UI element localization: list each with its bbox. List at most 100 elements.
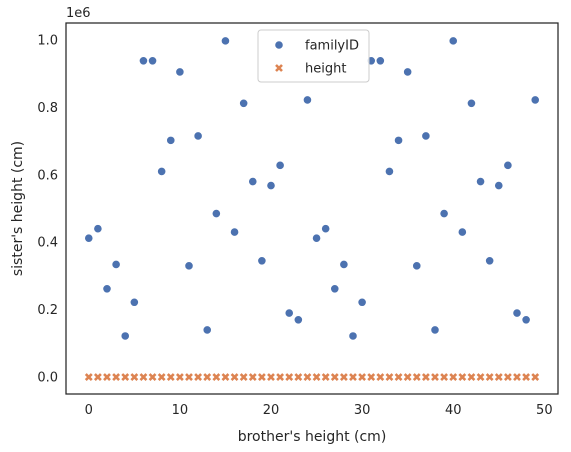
data-point	[185, 373, 193, 381]
data-point	[403, 373, 412, 381]
data-point	[211, 208, 221, 219]
legend-label: familyID	[305, 39, 359, 54]
x-tick-label: 40	[445, 403, 462, 418]
data-point	[239, 373, 248, 381]
data-point	[220, 36, 231, 46]
data-point	[412, 261, 422, 271]
data-point	[212, 373, 221, 381]
data-point	[202, 325, 212, 335]
data-point	[276, 373, 285, 381]
x-tick-label: 30	[354, 403, 371, 418]
data-point	[166, 373, 175, 381]
data-point	[102, 284, 112, 294]
data-point	[303, 373, 312, 381]
data-point	[129, 297, 139, 307]
data-point	[503, 160, 513, 170]
data-point	[293, 315, 303, 325]
data-point	[285, 373, 294, 381]
data-point	[166, 135, 176, 145]
data-point	[513, 373, 521, 381]
data-point	[439, 208, 449, 219]
data-point	[139, 373, 148, 381]
data-point	[194, 373, 203, 381]
x-tick-label: 20	[263, 403, 280, 418]
data-point	[494, 180, 504, 191]
series-familyID	[84, 36, 540, 341]
data-point	[111, 259, 121, 270]
legend-marker	[274, 40, 284, 50]
data-point	[221, 373, 230, 381]
legend-label: height	[305, 62, 346, 77]
data-point	[257, 373, 266, 381]
y-tick-label: 1.0	[37, 33, 58, 48]
data-point	[157, 373, 166, 381]
data-point	[311, 233, 322, 243]
data-point	[175, 67, 185, 77]
data-point	[93, 373, 102, 381]
data-point	[440, 373, 449, 381]
data-point	[112, 373, 121, 381]
series-height	[84, 373, 540, 381]
data-points	[84, 36, 540, 381]
data-point	[193, 131, 203, 141]
data-point	[339, 259, 349, 270]
plot-area-frame	[65, 22, 559, 395]
data-point	[494, 373, 503, 381]
legend-marker	[275, 64, 283, 72]
x-tick-label: 10	[172, 403, 189, 418]
data-point	[248, 373, 257, 381]
data-point	[203, 373, 212, 381]
data-point	[531, 373, 540, 381]
data-point	[367, 373, 376, 381]
data-point	[257, 256, 267, 266]
data-point	[312, 373, 321, 381]
y-tick-label: 0.6	[37, 168, 58, 183]
legend: familyID height	[257, 29, 370, 83]
data-point	[302, 95, 313, 105]
data-point	[522, 373, 531, 381]
y-tick-label: 0.4	[37, 236, 58, 251]
x-axis-label: brother's height (cm)	[238, 429, 387, 445]
data-point	[467, 373, 476, 381]
data-point	[385, 373, 394, 381]
data-point	[330, 284, 340, 294]
data-point	[384, 166, 395, 176]
data-point	[431, 373, 439, 381]
y-axis-ticks: 0.0 0.2 0.4 0.6 0.8 1.0	[37, 33, 58, 385]
data-point	[412, 373, 421, 381]
data-point	[457, 227, 467, 237]
data-point	[184, 261, 194, 271]
data-point	[93, 224, 103, 234]
data-point	[266, 180, 276, 191]
data-point	[376, 373, 385, 381]
data-point	[138, 56, 149, 66]
data-point	[512, 308, 522, 318]
data-point	[175, 373, 184, 381]
data-point	[321, 224, 331, 234]
data-point	[466, 98, 477, 108]
data-point	[248, 176, 258, 187]
data-point	[394, 373, 403, 381]
data-point	[330, 373, 339, 381]
data-point	[393, 135, 404, 145]
y-tick-label: 0.8	[37, 101, 58, 116]
data-point	[103, 373, 111, 381]
data-point	[448, 36, 458, 46]
x-tick-label: 50	[536, 403, 553, 418]
data-point	[485, 256, 495, 266]
data-point	[349, 373, 357, 381]
x-tick-label: 0	[85, 403, 93, 418]
y-tick-label: 0.0	[37, 371, 58, 386]
data-point	[357, 297, 367, 307]
data-point	[458, 373, 467, 381]
data-point	[530, 95, 540, 105]
data-point	[358, 373, 367, 381]
y-axis-offset-label: 1e6	[66, 6, 91, 21]
data-point	[84, 373, 93, 381]
data-point	[157, 166, 167, 176]
data-point	[475, 176, 486, 187]
data-point	[421, 373, 430, 381]
data-point	[229, 227, 240, 237]
data-point	[339, 373, 348, 381]
